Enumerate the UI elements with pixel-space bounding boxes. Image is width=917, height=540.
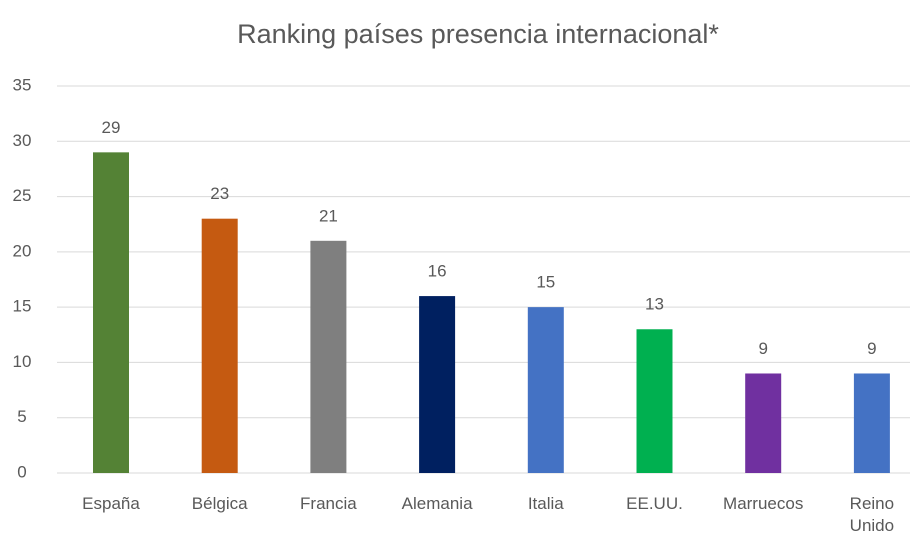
bar bbox=[636, 329, 673, 473]
data-label: 29 bbox=[102, 118, 121, 137]
x-tick-label: Italia bbox=[527, 494, 564, 513]
bar bbox=[419, 296, 456, 473]
chart-title: Ranking países presencia internacional* bbox=[237, 19, 719, 49]
data-label: 15 bbox=[536, 273, 555, 292]
y-tick-label: 20 bbox=[13, 241, 32, 260]
y-tick-label: 25 bbox=[13, 186, 32, 205]
x-tick-label: España bbox=[82, 494, 140, 513]
x-tick-label: Francia bbox=[300, 494, 357, 513]
y-tick-label: 5 bbox=[17, 407, 26, 426]
bar bbox=[310, 240, 347, 473]
bar bbox=[201, 218, 238, 473]
x-tick-label: Marruecos bbox=[723, 494, 804, 513]
x-tick-label: Reino Unido bbox=[849, 494, 895, 535]
x-tick-label: Alemania bbox=[401, 494, 473, 513]
y-tick-label: 0 bbox=[17, 462, 26, 481]
bar bbox=[93, 152, 129, 474]
y-tick-label: 30 bbox=[13, 131, 32, 150]
data-label: 16 bbox=[428, 262, 447, 281]
data-label: 13 bbox=[645, 295, 664, 314]
bar bbox=[745, 373, 782, 473]
data-label: 9 bbox=[758, 339, 767, 358]
data-label: 21 bbox=[319, 206, 338, 225]
y-tick-label: 35 bbox=[13, 75, 32, 94]
bar bbox=[527, 307, 564, 473]
data-label: 23 bbox=[210, 184, 229, 203]
y-tick-label: 10 bbox=[13, 352, 32, 371]
x-tick-label: EE.UU. bbox=[626, 494, 683, 513]
x-tick-label: Bélgica bbox=[191, 494, 248, 513]
bar bbox=[853, 373, 890, 473]
data-label: 9 bbox=[867, 339, 876, 358]
y-tick-label: 15 bbox=[13, 297, 32, 316]
